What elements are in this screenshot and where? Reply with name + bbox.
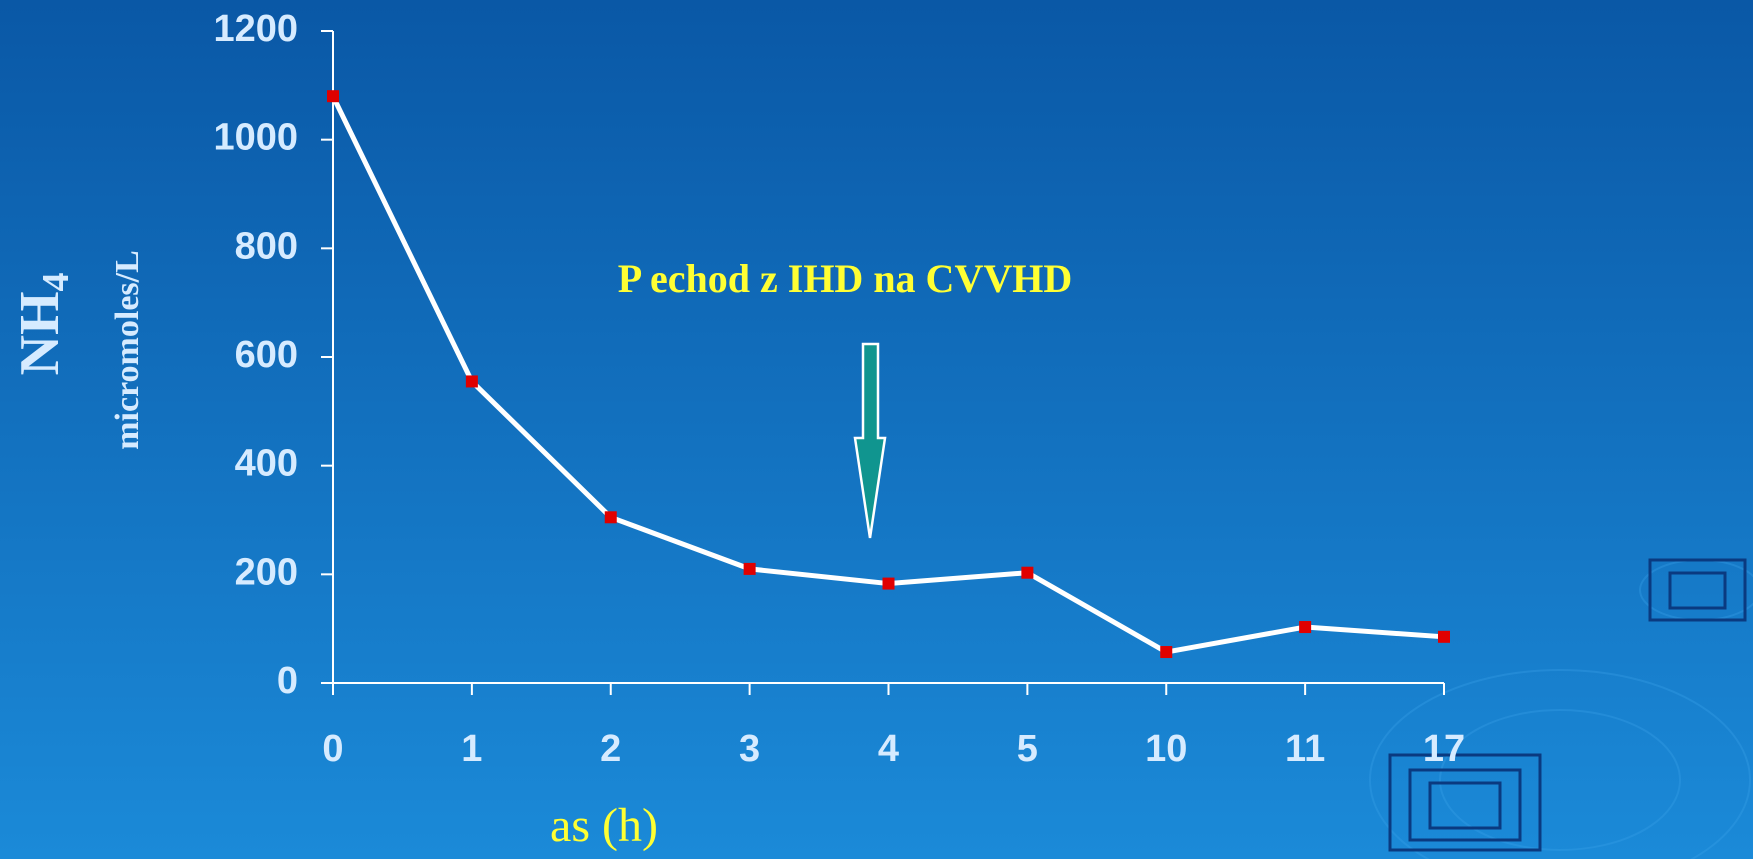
- data-point: [605, 511, 617, 523]
- data-point: [1021, 567, 1033, 579]
- data-point: [883, 578, 895, 590]
- y-tick-label: 800: [235, 225, 298, 267]
- x-tick-label: 5: [1017, 728, 1038, 770]
- page: {"chart_data": {"type": "line", "y_label…: [0, 0, 1753, 859]
- x-tick-label: 11: [1285, 728, 1325, 770]
- x-tick-label: 10: [1145, 728, 1187, 770]
- y-tick-label: 200: [235, 551, 298, 593]
- data-point: [466, 375, 478, 387]
- x-axis-title: as (h): [550, 799, 658, 852]
- y-axis-unit: micromoles/L: [109, 250, 146, 450]
- y-tick-label: 400: [235, 443, 298, 485]
- y-tick-label: 1000: [213, 117, 298, 159]
- y-axis-title-subscript: 4: [35, 273, 77, 292]
- data-point: [327, 90, 339, 102]
- data-point: [744, 563, 756, 575]
- data-point: [1438, 631, 1450, 643]
- x-tick-label: 4: [878, 728, 899, 770]
- x-tick-label: 3: [739, 728, 760, 770]
- y-tick-label: 600: [235, 334, 298, 376]
- chart: NH4 micromoles/L P echod z IHD na CVVHD …: [0, 0, 1753, 859]
- x-tick-label: 0: [322, 728, 343, 770]
- x-tick-label: 2: [600, 728, 621, 770]
- x-tick-label: 1: [461, 728, 482, 770]
- data-point: [1299, 621, 1311, 633]
- data-point: [1160, 646, 1172, 658]
- x-tick-label: 17: [1423, 728, 1465, 770]
- y-tick-label: 1200: [213, 8, 298, 50]
- annotation: P echod z IHD na CVVHD: [618, 256, 1072, 301]
- y-tick-label: 0: [277, 660, 298, 702]
- y-axis-title-main: NH: [9, 292, 71, 376]
